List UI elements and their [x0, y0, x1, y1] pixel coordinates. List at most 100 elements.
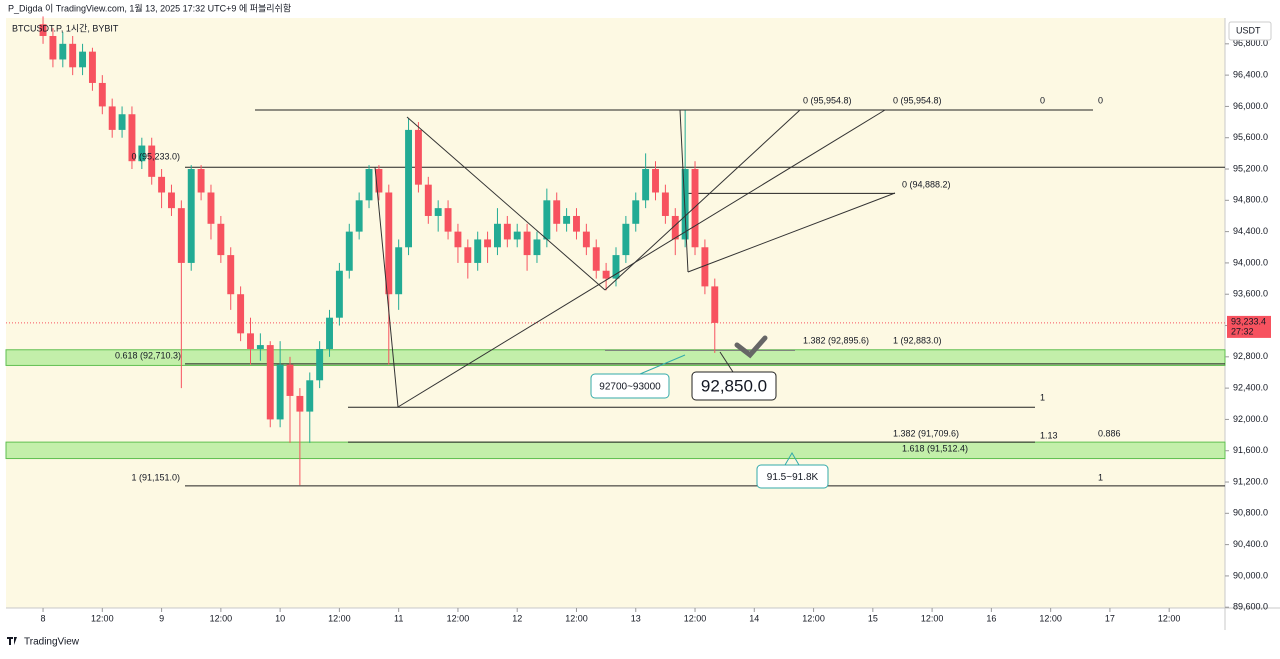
last-price-box: [1227, 315, 1271, 338]
candle-body: [335, 270, 343, 318]
x-tick-label: 12:00: [91, 613, 114, 623]
fib-label: 0.618 (92,710.3): [115, 350, 181, 360]
candle-body: [316, 348, 324, 381]
fib-label: 1 (92,883.0): [893, 335, 942, 345]
candle-body: [69, 43, 77, 68]
trend-line: [604, 109, 801, 291]
candle-body: [434, 208, 442, 216]
candle-body: [256, 345, 264, 349]
candle-body: [266, 345, 274, 420]
candle-body: [158, 176, 166, 193]
candle-body: [79, 51, 87, 68]
candle-body: [237, 294, 245, 334]
fib-label: 0 (95,954.8): [803, 95, 852, 105]
candle-body: [375, 169, 383, 193]
candle-body: [168, 192, 175, 209]
candle-body: [444, 208, 452, 232]
y-tick-label: 93,600.0: [1233, 289, 1268, 299]
candle-body: [98, 82, 106, 107]
x-tick-label: 16: [986, 613, 996, 623]
x-tick-label: 9: [159, 613, 164, 623]
symbol: BTCUSDT.P, 1시간, BYBIT: [12, 23, 119, 33]
candles: [39, 16, 719, 486]
candle-body: [326, 317, 333, 349]
callout-pointer: [639, 354, 686, 375]
candle-body: [612, 255, 620, 279]
candle-body: [474, 239, 482, 263]
x-tick-label: 15: [868, 613, 878, 623]
candle-body: [543, 200, 551, 240]
fib-label: 0: [1040, 95, 1045, 105]
candle-body: [177, 208, 185, 263]
candle-body: [148, 145, 156, 177]
x-tick-label: 10: [275, 613, 285, 623]
candle-body: [711, 286, 719, 323]
candle-body: [533, 239, 541, 256]
candle-body: [493, 223, 501, 248]
x-tick-label: 12:00: [684, 613, 707, 623]
candle-body: [108, 106, 116, 130]
check-mark: [734, 335, 768, 359]
fib-label: 1.382 (92,895.6): [803, 335, 869, 345]
y-tick-label: 90,800.0: [1233, 508, 1268, 518]
candle-body: [217, 223, 225, 256]
y-tick-label: 96,400.0: [1233, 69, 1268, 79]
last-price: 93,233.4: [1231, 316, 1266, 326]
candle-body: [701, 247, 709, 287]
candle-body: [661, 192, 669, 216]
candle-body: [632, 200, 640, 224]
x-tick-label: 14: [749, 613, 759, 623]
brand-logo: [7, 637, 17, 645]
candle-body: [503, 223, 511, 240]
currency-box: [1228, 21, 1272, 41]
x-tick-label: 12:00: [1039, 613, 1062, 623]
candle-body: [652, 169, 659, 193]
candle-body: [88, 51, 96, 83]
fib-label: 1.618 (91,512.4): [902, 443, 968, 453]
callout-box: [691, 371, 777, 401]
fib-label: 1.382 (91,709.6): [893, 428, 959, 438]
candle-body: [276, 364, 284, 420]
y-tick-label: 94,800.0: [1233, 195, 1268, 205]
drawings: [374, 109, 896, 466]
candle-body: [227, 255, 235, 295]
callout-pointer: [719, 351, 734, 373]
candle-body: [395, 247, 403, 295]
y-tick-label: 94,000.0: [1233, 257, 1268, 267]
candle-body: [247, 333, 254, 349]
candle-body: [691, 169, 699, 248]
countdown: 27:32: [1231, 326, 1254, 336]
y-tick-label: 96,000.0: [1233, 101, 1268, 111]
candle-body: [454, 231, 462, 248]
header: P_Digda 이 TradingView.com, 1월 13, 2025 1…: [8, 2, 291, 13]
candle-body: [671, 215, 679, 240]
fib-label: 0.886: [1098, 428, 1121, 438]
callout-box: [756, 464, 829, 489]
y-tick-label: 92,400.0: [1233, 382, 1268, 392]
fib-label: 0 (95,954.8): [893, 95, 942, 105]
callout-pointer: [784, 452, 800, 466]
x-tick-label: 13: [631, 613, 641, 623]
plot-area: [6, 18, 1225, 608]
y-tick-label: 89,600.0: [1233, 602, 1268, 612]
candle-body: [138, 145, 146, 162]
x-tick-label: 12:00: [565, 613, 588, 623]
x-tick-label: 12: [512, 613, 522, 623]
y-tick-label: 92,000.0: [1233, 414, 1268, 424]
x-tick-label: 12:00: [1158, 613, 1181, 623]
candle-body: [118, 114, 126, 130]
candle-body: [553, 200, 561, 224]
x-tick-label: 12:00: [210, 613, 233, 623]
candle-body: [187, 169, 195, 263]
y-tick-label: 92,800.0: [1233, 351, 1268, 361]
candle-body: [49, 35, 57, 60]
candle-body: [424, 184, 432, 216]
candle-body: [39, 24, 47, 36]
fib-label: 0 (95,233.0): [131, 151, 180, 161]
candle-body: [484, 239, 492, 248]
candle-body: [592, 247, 600, 271]
fib-label: 1 (91,151.0): [131, 472, 180, 482]
candle-body: [582, 231, 590, 248]
